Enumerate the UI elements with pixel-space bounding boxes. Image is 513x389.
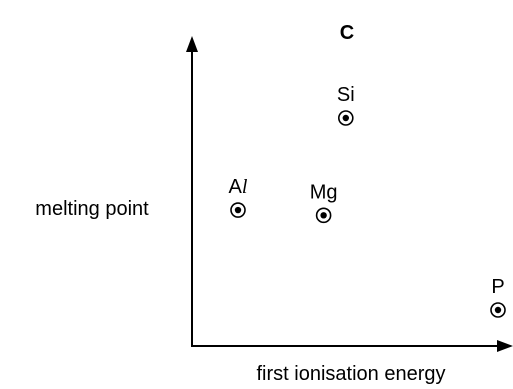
y-axis-arrow-icon bbox=[186, 36, 198, 52]
x-axis-label: first ionisation energy bbox=[257, 363, 446, 385]
point-mg-marker-dot bbox=[320, 212, 327, 219]
point-al-marker-dot bbox=[234, 206, 242, 214]
chart-title: C bbox=[340, 22, 354, 44]
point-al-label: Al bbox=[229, 176, 248, 198]
y-axis-label: melting point bbox=[35, 198, 149, 220]
x-axis-arrow-icon bbox=[497, 340, 513, 352]
point-mg-label: Mg bbox=[310, 181, 338, 203]
point-p-label: P bbox=[491, 276, 504, 298]
data-points: Al Mg Si P bbox=[229, 84, 506, 318]
point-si-marker-dot bbox=[342, 114, 350, 122]
point-si-label: Si bbox=[337, 84, 355, 106]
point-p-marker-dot bbox=[494, 306, 502, 314]
